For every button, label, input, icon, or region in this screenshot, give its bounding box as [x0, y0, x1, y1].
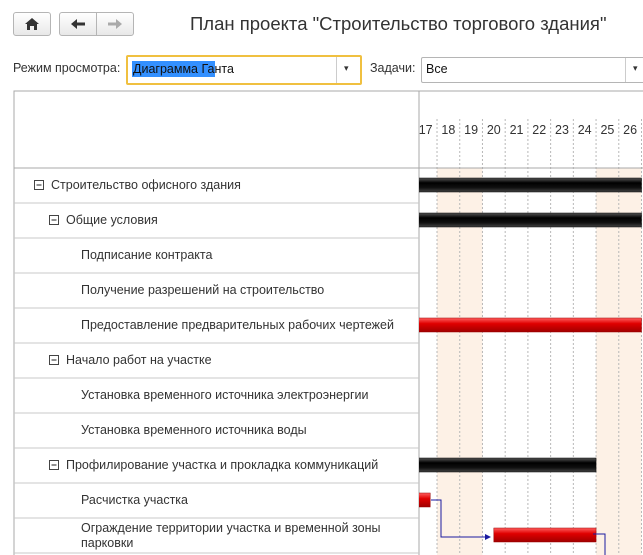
- dropdown-divider: [336, 57, 337, 83]
- day-label: 19: [464, 123, 478, 137]
- task-name: Получение разрешений на строительство: [81, 283, 325, 297]
- weekend-shade: [596, 168, 619, 555]
- task-name: Ограждение территории участка и временно…: [81, 520, 381, 550]
- task-name: Расчистка участка: [81, 493, 189, 507]
- task-bar: [419, 177, 642, 193]
- day-label: 25: [600, 123, 614, 137]
- task-bar: [419, 457, 597, 473]
- tasks-label: Задачи:: [370, 61, 416, 75]
- view-mode-select[interactable]: Диаграмма Ганта ▾: [126, 55, 362, 85]
- day-label: 21: [510, 123, 524, 137]
- dropdown-divider: [625, 58, 626, 82]
- view-mode-label: Режим просмотра:: [13, 61, 121, 75]
- task-bar: [493, 527, 597, 543]
- dropdown-arrow: ▾: [633, 63, 638, 73]
- day-label: 26: [623, 123, 637, 137]
- task-name: Установка временного источника воды: [81, 423, 307, 437]
- day-label: 18: [441, 123, 455, 137]
- day-label: 23: [555, 123, 569, 137]
- tasks-select[interactable]: Все ▾: [421, 57, 643, 83]
- text-selection: [132, 61, 215, 77]
- task-bar: [419, 212, 642, 228]
- home-button[interactable]: [13, 12, 51, 36]
- task-bar: [419, 317, 642, 333]
- dropdown-arrow: ▾: [344, 63, 349, 73]
- day-label: 22: [532, 123, 546, 137]
- view-mode-value: Диаграмма Ганта: [133, 62, 234, 76]
- task-name: Общие условия: [66, 213, 158, 227]
- tasks-value: Все: [426, 62, 448, 76]
- task-name: Профилирование участка и прокладка комму…: [66, 458, 379, 472]
- forward-icon: [108, 19, 122, 29]
- back-button[interactable]: [59, 12, 97, 36]
- dependency-links: [431, 499, 606, 555]
- task-name: Установка временного источника электроэн…: [81, 388, 369, 402]
- day-label: 17: [419, 123, 433, 137]
- task-name: Начало работ на участке: [66, 353, 212, 367]
- home-icon: [25, 18, 39, 30]
- page-title: План проекта "Строительство торгового зд…: [190, 13, 607, 34]
- weekend-shade: [618, 168, 642, 555]
- day-label: 20: [487, 123, 501, 137]
- task-name: Подписание контракта: [81, 248, 213, 262]
- task-bar: [419, 492, 431, 508]
- day-label: 24: [578, 123, 592, 137]
- forward-button[interactable]: [96, 12, 134, 36]
- task-name: Предоставление предварительных рабочих ч…: [81, 318, 394, 332]
- task-name: Строительство офисного здания: [51, 178, 241, 192]
- back-icon: [71, 19, 85, 29]
